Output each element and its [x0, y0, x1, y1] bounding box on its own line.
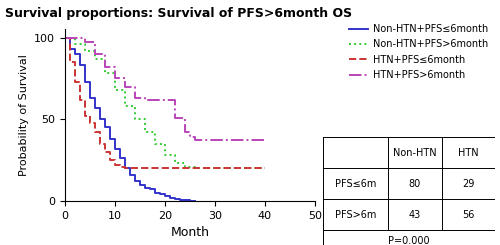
X-axis label: Month: Month: [170, 226, 209, 239]
Y-axis label: Probability of Survival: Probability of Survival: [18, 54, 28, 176]
Text: Survival proportions: Survival of PFS>6month OS: Survival proportions: Survival of PFS>6m…: [5, 7, 352, 20]
Text: 43: 43: [408, 210, 421, 220]
Text: 80: 80: [408, 179, 421, 189]
Text: 56: 56: [462, 210, 474, 220]
Text: P=0.000: P=0.000: [388, 235, 430, 245]
Text: PFS≤6m: PFS≤6m: [334, 179, 376, 189]
Text: Non-HTN: Non-HTN: [393, 148, 436, 158]
Text: HTN: HTN: [458, 148, 478, 158]
Text: PFS>6m: PFS>6m: [334, 210, 376, 220]
Legend: Non-HTN+PFS≤6month, Non-HTN+PFS>6month, HTN+PFS≤6month, HTN+PFS>6month: Non-HTN+PFS≤6month, Non-HTN+PFS>6month, …: [346, 22, 490, 82]
Text: 29: 29: [462, 179, 474, 189]
